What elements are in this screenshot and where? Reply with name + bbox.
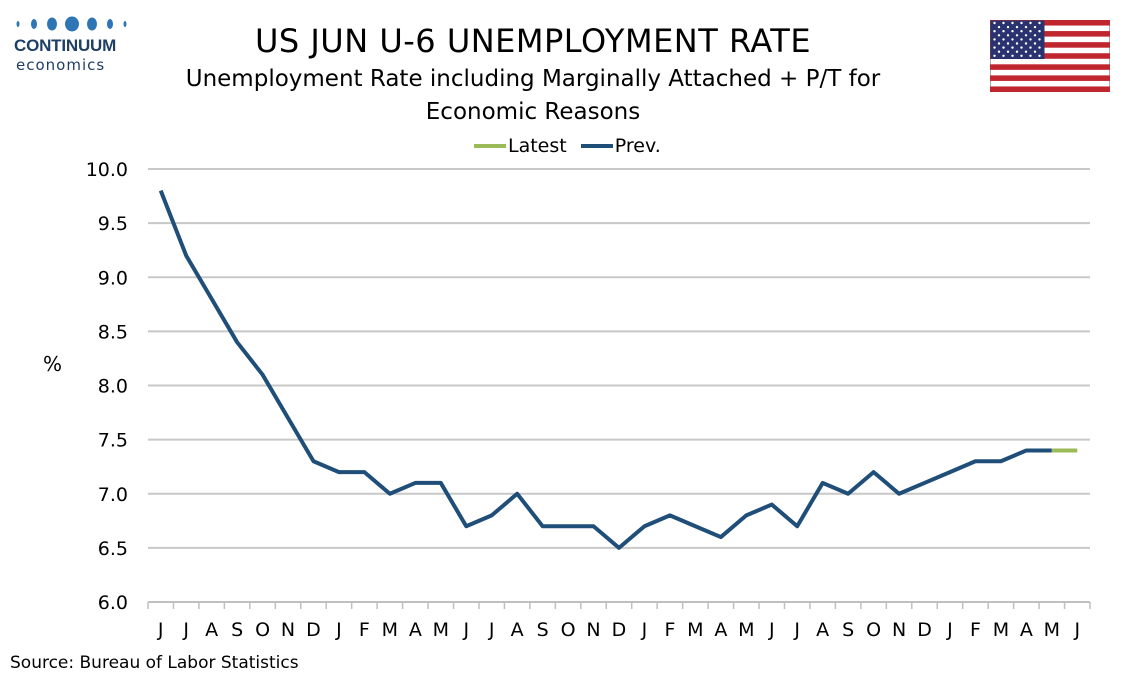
y-tick-label: 6.0 [98, 592, 128, 614]
x-tick-label: J [335, 619, 342, 641]
x-tick-label: F [359, 619, 370, 641]
logo-wordmark: CONTINUUM [14, 36, 117, 55]
y-tick-label: 9.5 [98, 213, 128, 235]
x-tick-label: S [842, 619, 854, 641]
y-tick-label: 8.5 [98, 321, 128, 343]
x-tick-label: J [946, 619, 953, 641]
x-tick-label: D [306, 619, 321, 641]
x-tick-label: J [768, 619, 775, 641]
x-tick-label: A [409, 619, 422, 641]
y-axis-ticks: 6.0 6.5 7.0 7.5 8.0 8.5 9.0 9.5 10.0 [86, 159, 128, 614]
legend-swatch-prev [580, 144, 613, 148]
x-tick-label: S [231, 619, 243, 641]
legend-label-latest: Latest [508, 135, 567, 157]
x-tick-label: O [255, 619, 270, 641]
logo-subtext: economics [16, 56, 106, 74]
y-tick-label: 7.0 [98, 484, 128, 506]
logo-dots-icon [16, 16, 127, 32]
x-tick-label: M [1044, 619, 1060, 641]
chart-series-lines [158, 189, 1078, 550]
chart-subtitle: Unemployment Rate including Marginally A… [0, 63, 1066, 129]
company-logo: CONTINUUM economics [12, 14, 137, 74]
legend-item-latest: Latest [474, 135, 567, 157]
legend-label-prev: Prev. [614, 135, 661, 157]
series-line-prev [158, 189, 1052, 550]
x-tick-label: M [738, 619, 754, 641]
x-tick-label: A [1020, 619, 1033, 641]
source-note: Source: Bureau of Labor Statistics [10, 653, 299, 673]
x-tick-label: D [917, 619, 932, 641]
x-tick-label: N [281, 619, 295, 641]
x-tick-label: J [793, 619, 800, 641]
y-axis-label: % [43, 352, 63, 376]
us-flag-icon [990, 20, 1110, 92]
x-tick-label: N [586, 619, 600, 641]
x-tick-label: M [993, 619, 1009, 641]
chart-title: US JUN U-6 UNEMPLOYMENT RATE [254, 22, 812, 60]
chart-subtitle-line-2: Economic Reasons [425, 99, 641, 125]
x-tick-label: J [182, 619, 189, 641]
x-tick-label: A [511, 619, 524, 641]
chart-subtitle-line-1: Unemployment Rate including Marginally A… [185, 66, 881, 92]
x-tick-label: O [866, 619, 881, 641]
legend-swatch-latest [474, 144, 506, 148]
x-tick-label: A [205, 619, 218, 641]
y-tick-label: 7.5 [98, 430, 128, 452]
x-tick-label: M [433, 619, 449, 641]
x-tick-label: F [970, 619, 981, 641]
x-tick-label: N [892, 619, 906, 641]
x-tick-label: M [382, 619, 398, 641]
x-tick-label: S [537, 619, 549, 641]
x-tick-label: O [561, 619, 576, 641]
y-tick-label: 10.0 [86, 159, 128, 181]
legend-item-prev: Prev. [580, 135, 661, 157]
x-tick-label: J [641, 619, 648, 641]
chart-gridlines [148, 168, 1090, 549]
x-tick-label: D [612, 619, 627, 641]
x-tick-label: F [664, 619, 675, 641]
x-tick-label: J [157, 619, 164, 641]
y-tick-label: 6.5 [98, 538, 128, 560]
x-tick-label: M [687, 619, 703, 641]
chart-legend: Latest Prev. [474, 131, 669, 157]
x-tick-label: J [1073, 619, 1080, 641]
x-axis [147, 601, 1091, 609]
x-tick-label: J [488, 619, 495, 641]
x-tick-label: A [714, 619, 727, 641]
x-tick-label: A [816, 619, 829, 641]
y-tick-label: 9.0 [98, 267, 128, 289]
y-tick-label: 8.0 [98, 376, 128, 398]
x-tick-label: J [462, 619, 469, 641]
